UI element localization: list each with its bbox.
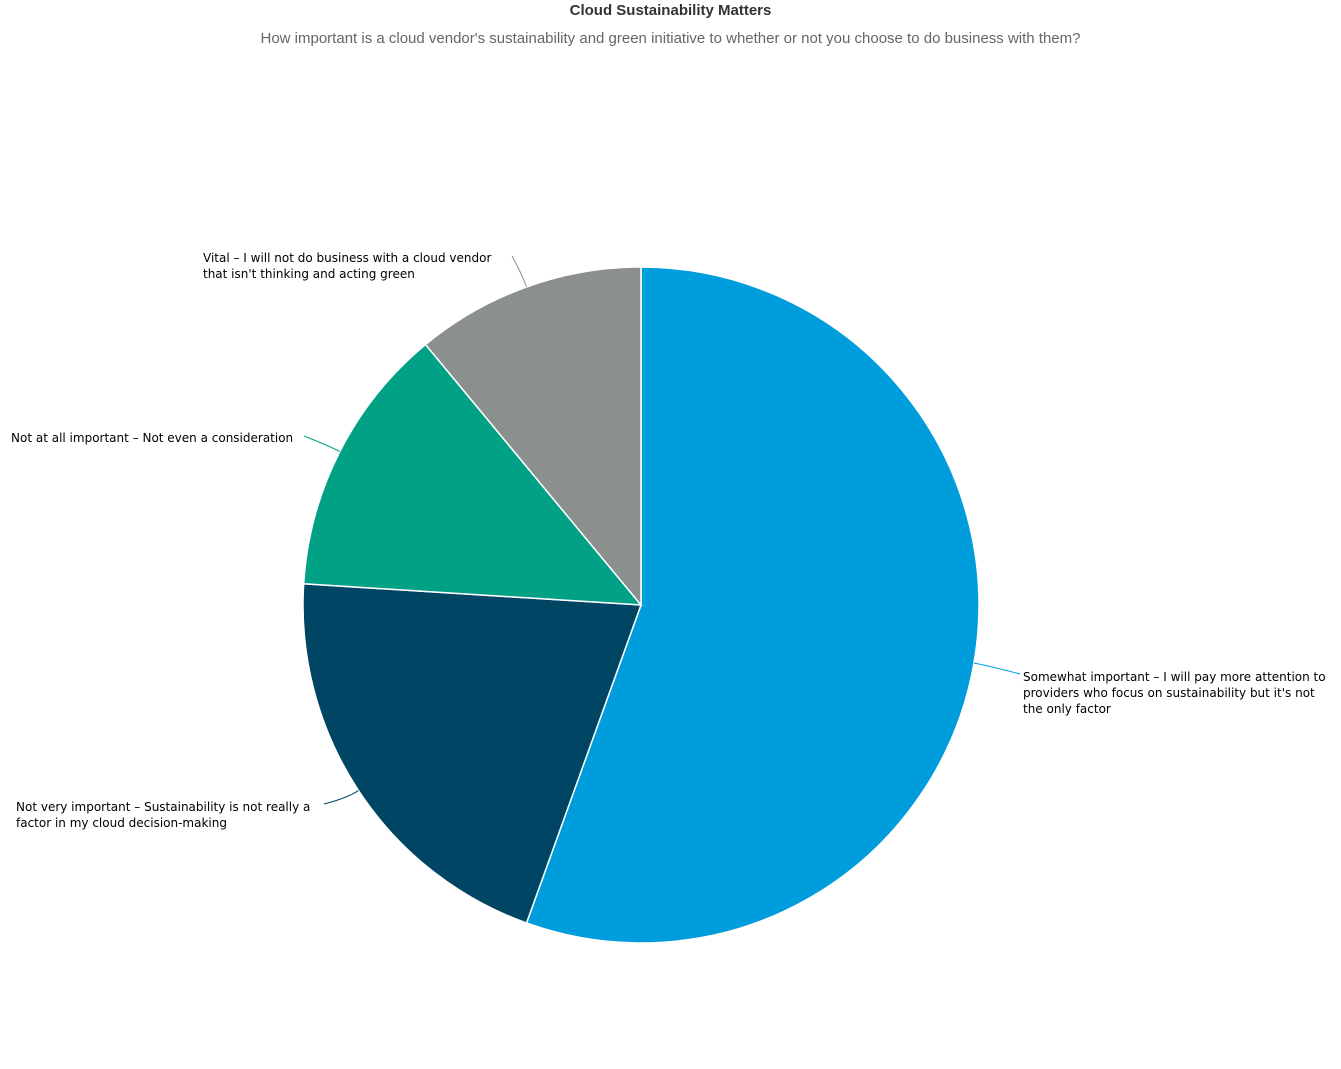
label-connector [323,790,359,805]
slice-label: Vital – I will not do business with a cl… [203,251,491,281]
label-connector [303,435,341,452]
pie-slices [302,266,980,944]
slice-label: Somewhat important – I will pay more att… [1023,670,1326,716]
label-connectors [303,255,1021,805]
pie-slice[interactable] [424,266,642,608]
slice-labels: Somewhat important – I will pay more att… [11,251,1326,830]
pie-slice[interactable] [302,582,643,924]
slice-label: Not very important – Sustainability is n… [16,800,310,830]
chart-subtitle: How important is a cloud vendor's sustai… [260,30,1081,47]
pie-slice[interactable] [525,266,980,944]
chart-title: Cloud Sustainability Matters [569,2,772,19]
label-connector [973,662,1021,675]
label-connector [511,255,527,288]
slice-label: Not at all important – Not even a consid… [11,431,293,445]
pie-slice[interactable] [302,343,643,606]
